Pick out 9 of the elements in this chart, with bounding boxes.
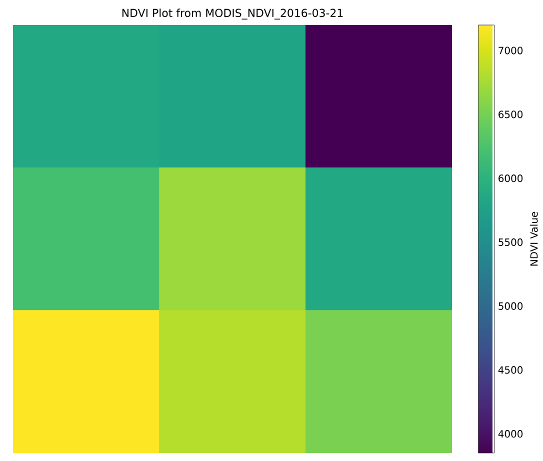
color-bar-title: NDVI Value — [530, 212, 538, 266]
chart-title: NDVI Plot from MODIS_NDVI_2016-03-21 — [122, 8, 343, 20]
color-bar-label: 4500 — [498, 366, 523, 374]
color-bar-label: 7000 — [498, 46, 523, 54]
color-bar-label: 5500 — [498, 238, 523, 246]
color-bar-label: 6000 — [498, 174, 523, 182]
color-bar-label: 5000 — [498, 302, 523, 310]
color-bar-label: 6500 — [498, 110, 523, 118]
color-bar-label: 4000 — [498, 430, 523, 438]
